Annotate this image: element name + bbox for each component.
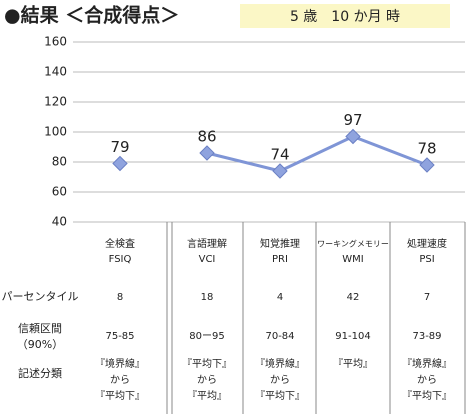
category-code: PRI — [272, 254, 288, 265]
confidence-interval: 73-89 — [412, 331, 441, 342]
classification: 『平均』 — [187, 390, 227, 402]
category-code: PSI — [419, 254, 434, 265]
age: 5 歳 10 か月 時 — [290, 9, 400, 25]
data-label: 86 — [197, 128, 216, 146]
classification: から — [417, 374, 437, 386]
data-label: 79 — [110, 138, 129, 156]
classification: 『平均下』 — [95, 390, 145, 402]
row-label: 記述分類 — [18, 366, 62, 380]
y-tick-label: 160 — [44, 35, 67, 49]
category-code: FSIQ — [109, 254, 132, 265]
classification: 『平均下』 — [182, 358, 232, 370]
classification: 『境界線』 — [402, 357, 452, 370]
y-tick-label: 80 — [52, 155, 67, 169]
y-tick-label: 40 — [52, 215, 67, 229]
y-tick-label: 140 — [44, 65, 67, 79]
classification: 『境界線』 — [255, 357, 305, 370]
row-label: 信頼区間 — [18, 322, 62, 335]
row-label: パーセンタイル — [2, 290, 79, 303]
category-code: WMI — [342, 254, 363, 265]
confidence-interval: 70-84 — [265, 331, 294, 342]
category-label: 処理速度 — [407, 237, 447, 250]
classification: 『境界線』 — [95, 357, 145, 370]
classification: から — [110, 374, 130, 386]
marker — [272, 163, 288, 179]
marker — [112, 155, 128, 172]
percentile: 4 — [277, 292, 283, 303]
category-label: ワーキングメモリー — [317, 239, 389, 249]
confidence-interval: 80ー95 — [189, 331, 224, 342]
confidence-interval: 91-104 — [335, 331, 370, 342]
data-label: 74 — [270, 146, 289, 164]
percentile: 42 — [347, 292, 360, 303]
age-box — [240, 4, 450, 28]
row-label: （90%） — [17, 338, 63, 351]
y-tick-label: 60 — [52, 185, 67, 199]
percentile: 18 — [201, 292, 214, 303]
confidence-interval: 75-85 — [105, 331, 134, 342]
classification: 『平均下』 — [255, 390, 305, 402]
y-tick-label: 100 — [44, 125, 67, 139]
category-label: 言語理解 — [187, 237, 227, 250]
category-code: VCI — [199, 254, 216, 265]
percentile: 7 — [424, 292, 430, 303]
classification: 『平均下』 — [402, 390, 452, 402]
percentile: 8 — [117, 292, 123, 303]
title: ●結果 ＜合成得点＞ — [4, 4, 179, 27]
marker — [419, 157, 435, 173]
marker — [199, 145, 215, 161]
category-label: 全検査 — [105, 237, 135, 250]
classification: 『平均』 — [333, 358, 373, 370]
classification: から — [270, 374, 290, 386]
category-label: 知覚推理 — [260, 237, 300, 250]
classification: から — [197, 374, 217, 386]
data-label: 97 — [343, 111, 362, 129]
y-tick-label: 120 — [44, 95, 67, 109]
marker — [345, 128, 361, 145]
series-line — [206, 134, 428, 173]
data-label: 78 — [417, 140, 436, 158]
